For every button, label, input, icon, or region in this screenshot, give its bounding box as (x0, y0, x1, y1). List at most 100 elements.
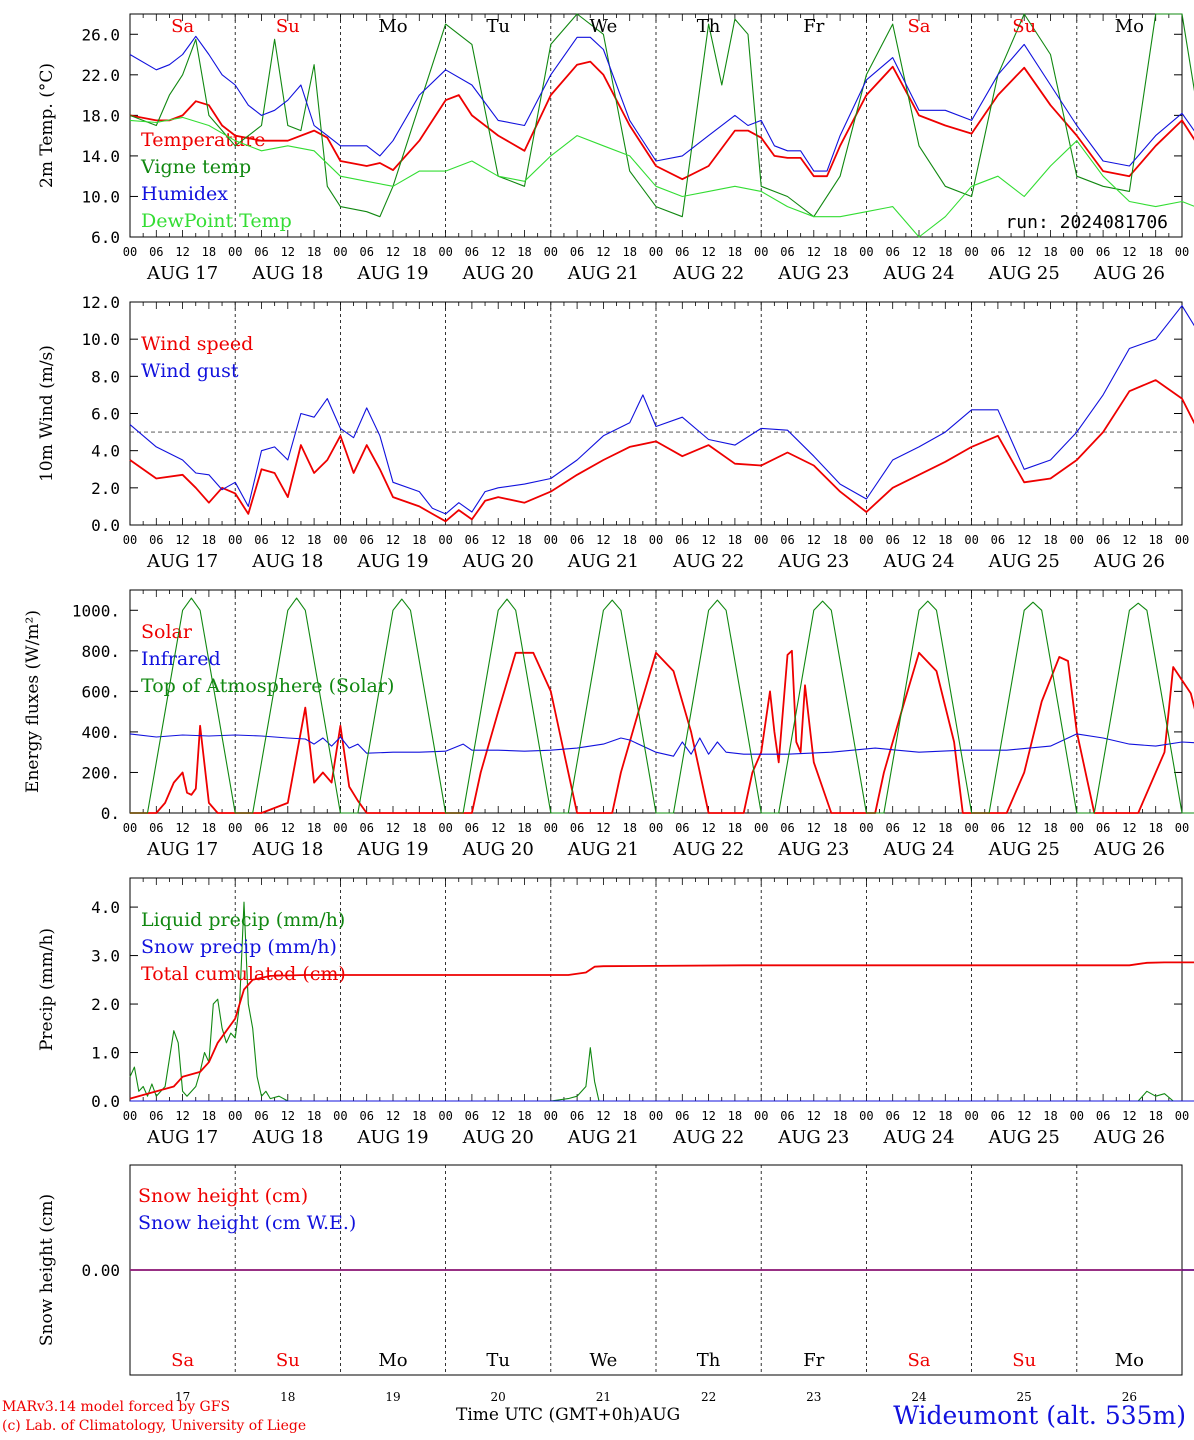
y-tick-label: 1000. (72, 601, 120, 620)
date-label: AUG 21 (567, 1127, 639, 1148)
hour-tick-label: 12 (491, 245, 505, 259)
y-tick-label: 6.0 (91, 228, 120, 247)
hour-tick-label: 12 (912, 245, 926, 259)
hour-tick-label: 18 (307, 245, 321, 259)
weekday-label: Fr (803, 1350, 824, 1371)
date-label: AUG 24 (882, 263, 954, 284)
hour-tick-label: 00 (859, 821, 873, 835)
hour-tick-label: 12 (1017, 821, 1031, 835)
legend-entry: Snow precip (mm/h) (141, 936, 337, 958)
hour-tick-label: 00 (544, 1109, 558, 1123)
legend-entry: Total cumulated (cm) (141, 963, 346, 985)
date-label: AUG 18 (251, 1127, 323, 1148)
hour-tick-label: 06 (1096, 533, 1110, 547)
hour-tick-label: 00 (333, 821, 347, 835)
hour-tick-label: 06 (1096, 245, 1110, 259)
date-label: AUG 23 (777, 839, 849, 860)
hour-tick-label: 00 (649, 1109, 663, 1123)
hour-tick-label: 18 (1043, 245, 1057, 259)
legend-entry: Snow height (cm W.E.) (138, 1212, 356, 1234)
hour-tick-label: 12 (701, 533, 715, 547)
weekday-label: Sa (907, 16, 930, 37)
hour-tick-label: 00 (754, 1109, 768, 1123)
hour-tick-label: 18 (938, 245, 952, 259)
y-tick-label: 8.0 (91, 367, 120, 386)
y-tick-label: 200. (81, 763, 120, 782)
legend-entry: Top of Atmosphere (Solar) (141, 675, 394, 697)
hour-tick-label: 12 (386, 533, 400, 547)
hour-tick-label: 00 (754, 533, 768, 547)
day-number-label: 17 (175, 1390, 190, 1404)
hour-tick-label: 18 (1043, 533, 1057, 547)
hour-tick-label: 12 (1017, 245, 1031, 259)
run-label: run: 2024081706 (1005, 212, 1168, 233)
y-axis-label: Snow height (cm) (37, 1194, 57, 1346)
hour-tick-label: 06 (570, 245, 584, 259)
hour-tick-label: 12 (386, 821, 400, 835)
month-label: AUG (640, 1405, 681, 1425)
date-label: AUG 22 (672, 1127, 744, 1148)
hour-tick-label: 06 (675, 533, 689, 547)
hour-tick-label: 00 (544, 533, 558, 547)
y-tick-label: 600. (81, 682, 120, 701)
hour-tick-label: 00 (333, 533, 347, 547)
weekday-label: Su (1012, 1350, 1036, 1371)
day-number-label: 20 (491, 1390, 506, 1404)
date-label: AUG 23 (777, 551, 849, 572)
hour-tick-label: 00 (544, 821, 558, 835)
hour-tick-label: 06 (465, 821, 479, 835)
date-label: AUG 24 (882, 1127, 954, 1148)
hour-tick-label: 12 (175, 1109, 189, 1123)
hour-tick-label: 18 (412, 533, 426, 547)
hour-tick-label: 00 (333, 245, 347, 259)
credit-line-1: MARv3.14 model forced by GFS (2, 1399, 231, 1415)
hour-tick-label: 06 (885, 821, 899, 835)
series-line-dewpoint-temp (129, 116, 1194, 238)
hour-tick-label: 00 (123, 245, 137, 259)
hour-tick-label: 00 (859, 245, 873, 259)
date-label: AUG 18 (251, 839, 323, 860)
legend-entry: Humidex (141, 183, 228, 205)
hour-tick-label: 06 (149, 245, 163, 259)
hour-tick-label: 12 (701, 821, 715, 835)
date-label: AUG 25 (988, 839, 1060, 860)
weekday-label: Th (697, 1350, 721, 1371)
hour-tick-label: 06 (254, 1109, 268, 1123)
date-label: AUG 23 (777, 263, 849, 284)
date-label: AUG 22 (672, 263, 744, 284)
hour-tick-label: 00 (649, 821, 663, 835)
date-label: AUG 19 (356, 263, 428, 284)
hour-tick-label: 00 (754, 821, 768, 835)
hour-tick-label: 12 (281, 1109, 295, 1123)
hour-tick-label: 18 (938, 821, 952, 835)
legend-entry: Wind speed (141, 333, 253, 355)
y-tick-label: 2.0 (91, 995, 120, 1014)
day-number-label: 18 (280, 1390, 295, 1404)
hour-tick-label: 00 (1070, 533, 1084, 547)
weekday-label: Mo (1115, 16, 1144, 37)
hour-tick-label: 06 (254, 821, 268, 835)
hour-tick-label: 18 (833, 245, 847, 259)
hour-tick-label: 00 (544, 245, 558, 259)
hour-tick-label: 18 (728, 245, 742, 259)
hour-tick-label: 12 (912, 821, 926, 835)
y-tick-label: 400. (81, 723, 120, 742)
y-axis-label: Precip (mm/h) (37, 928, 57, 1051)
hour-tick-label: 06 (780, 245, 794, 259)
day-number-label: 25 (1017, 1390, 1032, 1404)
hour-tick-label: 18 (307, 821, 321, 835)
hour-tick-label: 18 (622, 1109, 636, 1123)
hour-tick-label: 12 (175, 533, 189, 547)
date-label: AUG 21 (567, 551, 639, 572)
hour-tick-label: 12 (1122, 1109, 1136, 1123)
hour-tick-label: 00 (333, 1109, 347, 1123)
day-number-label: 26 (1122, 1390, 1137, 1404)
hour-tick-label: 00 (1175, 533, 1189, 547)
y-tick-label: 14.0 (81, 147, 120, 166)
date-label: AUG 18 (251, 551, 323, 572)
date-label: AUG 26 (1093, 551, 1165, 572)
hour-tick-label: 06 (675, 245, 689, 259)
hour-tick-label: 00 (123, 821, 137, 835)
hour-tick-label: 12 (386, 1109, 400, 1123)
hour-tick-label: 12 (1122, 533, 1136, 547)
